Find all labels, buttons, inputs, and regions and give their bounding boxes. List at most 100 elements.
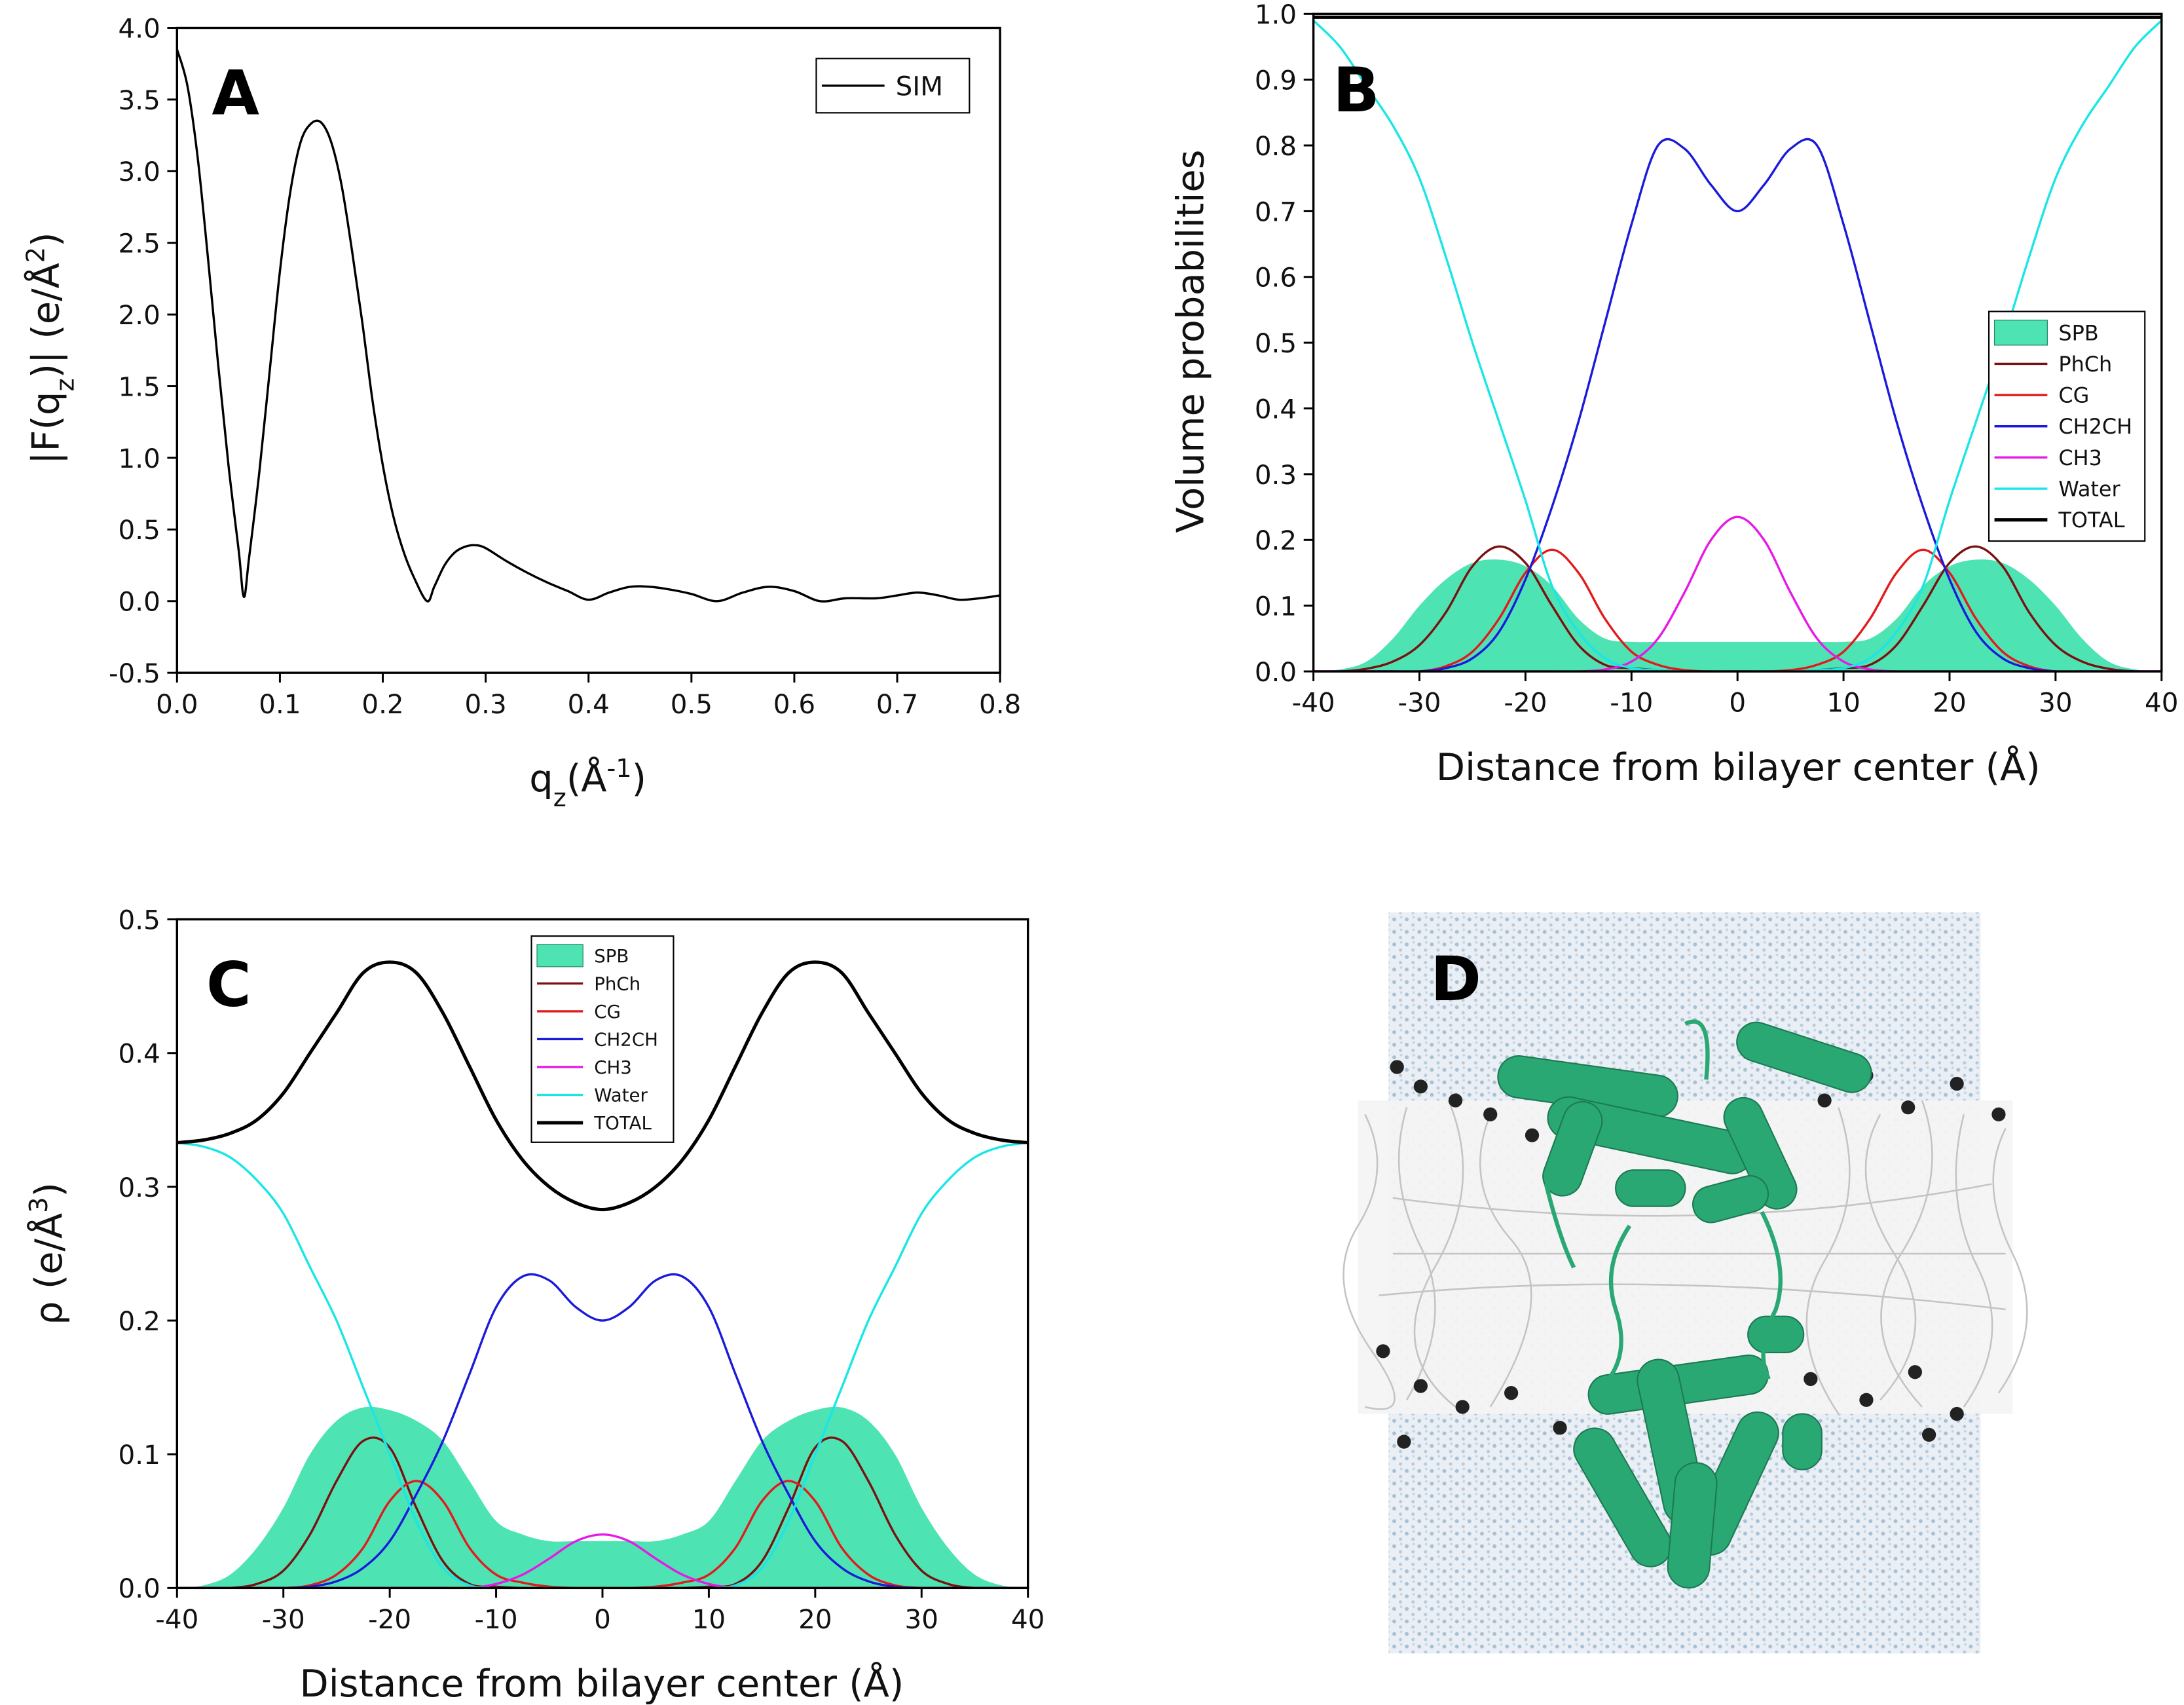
y-tick-label: 0.4 <box>1255 393 1297 424</box>
x-tick-label: -40 <box>155 1603 198 1635</box>
line <box>177 1436 1028 1588</box>
x-tick-label: 0.8 <box>979 688 1021 720</box>
legend-label: CH2CH <box>2058 414 2132 439</box>
y-tick-label: 0.1 <box>1255 591 1297 622</box>
line <box>177 960 1028 1212</box>
x-tick-label: 10 <box>1826 687 1860 719</box>
x-tick-label: 0.7 <box>876 688 918 720</box>
legend-label: CH2CH <box>594 1028 658 1050</box>
legend-swatch <box>536 944 583 967</box>
panel-label: B <box>1333 55 1379 126</box>
y-axis-label: |F(qz)| (e/Å2) <box>21 232 80 464</box>
legend-label: SIM <box>896 70 943 102</box>
x-axis-label: qz(Å-1) <box>529 753 646 812</box>
line <box>1313 545 2162 672</box>
x-axis-label: Distance from bilayer center (Å) <box>300 1661 904 1705</box>
panel-label: A <box>212 58 259 129</box>
x-tick-label: -10 <box>475 1603 518 1635</box>
legend-label: CG <box>594 1001 621 1022</box>
y-tick-label: 0.7 <box>1255 196 1297 227</box>
x-tick-label: 0.2 <box>361 688 403 720</box>
y-tick-label: 2.0 <box>119 299 160 331</box>
line <box>1313 548 2162 672</box>
line <box>177 1273 1028 1588</box>
legend-swatch <box>1993 320 2048 346</box>
x-tick-label: 40 <box>1011 1603 1045 1635</box>
y-tick-label: 0.0 <box>119 586 160 618</box>
y-tick-label: 0.0 <box>119 1573 160 1604</box>
y-tick-label: 1.0 <box>119 443 160 474</box>
x-tick-label: 20 <box>1933 687 1966 719</box>
y-tick-label: 0.3 <box>1255 459 1297 491</box>
x-tick-label: 0.4 <box>568 688 610 720</box>
plot-area <box>177 960 1028 1588</box>
x-tick-label: -20 <box>1504 687 1547 719</box>
plot-area <box>1313 15 2162 672</box>
plot-frame <box>176 26 1001 674</box>
legend-label: TOTAL <box>2058 508 2124 533</box>
x-tick-label: -10 <box>1610 687 1653 719</box>
x-tick-label: 30 <box>2039 687 2072 719</box>
y-tick-label: 0.4 <box>119 1038 160 1070</box>
x-tick-label: -30 <box>1398 687 1441 719</box>
legend-label: Water <box>594 1084 648 1106</box>
x-tick-label: 0 <box>594 1603 611 1635</box>
plot-area <box>177 48 1001 603</box>
y-tick-label: 0.5 <box>1255 328 1297 359</box>
molecular-render <box>1342 912 2028 1654</box>
y-axis-label: ρ (e/Å3) <box>24 1182 71 1325</box>
x-tick-label: 20 <box>798 1603 832 1635</box>
x-tick-label: 30 <box>905 1603 938 1635</box>
y-axis-label: Volume probabilities <box>1169 149 1213 533</box>
x-tick-label: 0 <box>1729 687 1746 719</box>
area <box>1313 559 2162 672</box>
y-tick-label: 0.8 <box>1255 130 1297 162</box>
legend-label: TOTAL <box>593 1112 652 1134</box>
x-tick-label: 10 <box>692 1603 726 1635</box>
x-tick-label: -40 <box>1292 687 1335 719</box>
line <box>177 48 1001 603</box>
line <box>177 1141 1028 1588</box>
legend-label: SPB <box>2058 320 2098 345</box>
area <box>177 1406 1028 1588</box>
line <box>1313 20 2162 672</box>
y-tick-label: 0.9 <box>1255 65 1297 96</box>
y-tick-label: 0.1 <box>119 1439 160 1471</box>
x-tick-label: 0.6 <box>773 688 815 720</box>
legend-label: SPB <box>594 945 629 967</box>
y-tick-label: 1.0 <box>1255 0 1297 30</box>
line <box>177 1533 1028 1588</box>
line <box>1313 515 2162 672</box>
x-axis-label: Distance from bilayer center (Å) <box>1436 745 2041 789</box>
y-tick-label: 3.5 <box>119 84 160 116</box>
y-tick-label: 0.3 <box>119 1172 160 1203</box>
legend-label: CH3 <box>2058 445 2102 470</box>
line <box>1313 138 2162 672</box>
y-tick-label: 0.6 <box>1255 262 1297 293</box>
legend-label: PhCh <box>2058 352 2112 377</box>
y-tick-label: 0.2 <box>1255 525 1297 556</box>
y-tick-label: 0.5 <box>119 904 160 935</box>
panel-label: C <box>206 949 251 1021</box>
y-tick-label: 0.2 <box>119 1305 160 1337</box>
x-tick-label: 0.0 <box>156 688 198 720</box>
legend-label: Water <box>2058 477 2120 502</box>
x-tick-label: 0.5 <box>671 688 713 720</box>
y-tick-label: 4.0 <box>119 12 160 44</box>
line <box>177 1480 1028 1588</box>
legend-label: CH3 <box>594 1057 632 1078</box>
y-tick-label: 2.5 <box>119 228 160 259</box>
x-tick-label: 0.1 <box>259 688 301 720</box>
x-tick-label: 40 <box>2145 687 2178 719</box>
legend-label: CG <box>2058 383 2089 408</box>
x-tick-label: -20 <box>368 1603 411 1635</box>
panel-label: D <box>1430 944 1481 1015</box>
legend-label: PhCh <box>594 973 640 994</box>
y-tick-label: 1.5 <box>119 371 160 402</box>
y-tick-label: 3.0 <box>119 156 160 187</box>
y-tick-label: 0.5 <box>119 514 160 546</box>
x-tick-label: -30 <box>262 1603 305 1635</box>
y-tick-label: -0.5 <box>109 658 160 689</box>
y-tick-label: 0.0 <box>1255 656 1297 688</box>
